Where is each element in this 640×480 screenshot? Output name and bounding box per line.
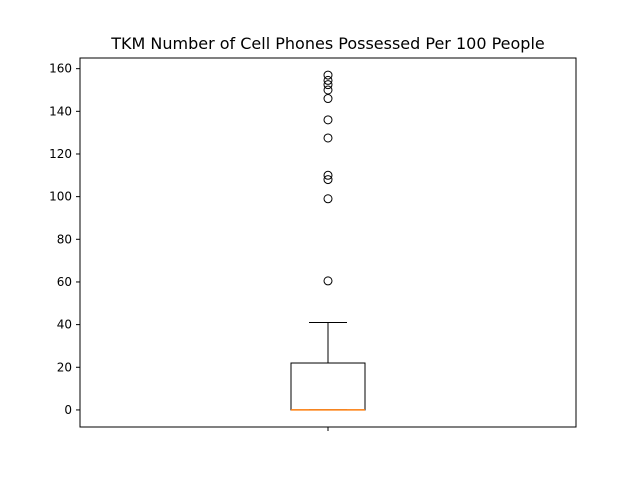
box-body bbox=[290, 362, 366, 411]
outlier-point bbox=[323, 85, 333, 95]
outlier-point bbox=[323, 75, 333, 85]
y-tick-label: 20 bbox=[57, 360, 72, 374]
y-tick-label: 160 bbox=[49, 62, 72, 76]
outlier-point bbox=[323, 133, 333, 143]
outlier-point bbox=[323, 276, 333, 286]
y-tick-label: 120 bbox=[49, 147, 72, 161]
outlier-point bbox=[323, 194, 333, 204]
y-tick-label: 40 bbox=[57, 318, 72, 332]
y-tick-label: 80 bbox=[57, 232, 72, 246]
outlier-point bbox=[323, 70, 333, 80]
chart-title: TKM Number of Cell Phones Possessed Per … bbox=[110, 34, 545, 53]
outlier-point bbox=[323, 80, 333, 90]
outlier-point bbox=[323, 94, 333, 104]
outlier-point bbox=[323, 175, 333, 185]
plot-area: 0 20 40 60 80 100 120 140 160 bbox=[49, 62, 366, 431]
outlier-point bbox=[323, 115, 333, 125]
y-tick-label: 140 bbox=[49, 104, 72, 118]
y-tick-label: 60 bbox=[57, 275, 72, 289]
y-tick-label: 100 bbox=[49, 190, 72, 204]
outlier-point bbox=[323, 170, 333, 180]
y-tick-label: 0 bbox=[64, 403, 72, 417]
axes-frame bbox=[79, 57, 577, 428]
